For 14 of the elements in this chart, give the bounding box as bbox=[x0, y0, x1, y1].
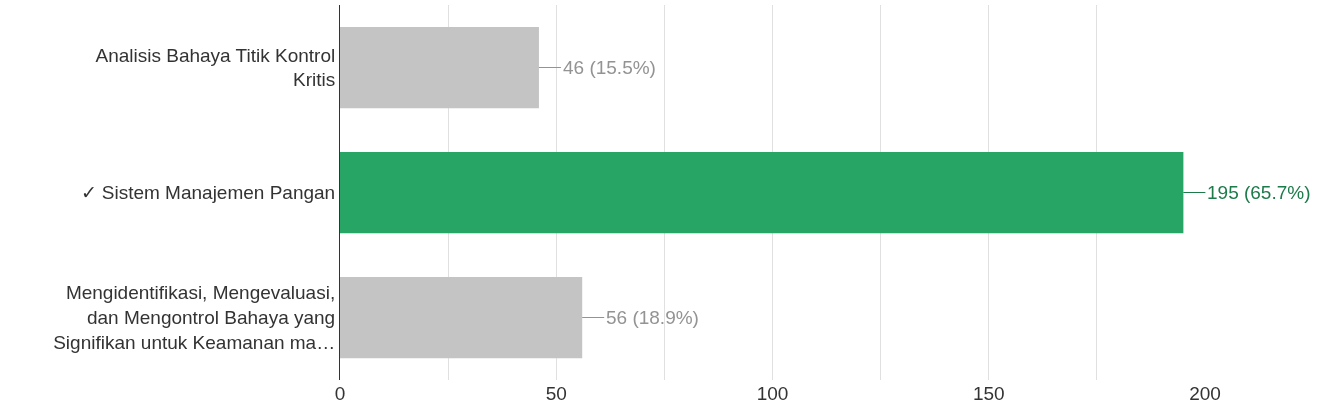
x-tick-label: 0 bbox=[334, 383, 346, 404]
x-tick-label: 100 bbox=[756, 383, 789, 404]
x-tick-label: 200 bbox=[1189, 383, 1221, 404]
x-tick-label: 150 bbox=[972, 383, 1005, 404]
y-tick-label: Analisis Bahaya Titik Kontrol Kritis bbox=[95, 44, 336, 91]
bar bbox=[340, 276, 583, 359]
data-label: 195 (65.7%) bbox=[1207, 182, 1311, 203]
x-tick-label: 50 bbox=[545, 383, 567, 404]
bar bbox=[340, 151, 1184, 234]
bar bbox=[340, 26, 539, 109]
data-label: 46 (15.5%) bbox=[563, 57, 656, 78]
data-label: 56 (18.9%) bbox=[606, 307, 699, 328]
y-tick-label: Mengidentifikasi, Mengevaluasi, dan Mengontrol Bahaya yang Signifikan untuk Keamanan ma… bbox=[53, 282, 336, 353]
y-tick-label: ✓ Sistem Manajemen Pangan bbox=[80, 182, 336, 204]
